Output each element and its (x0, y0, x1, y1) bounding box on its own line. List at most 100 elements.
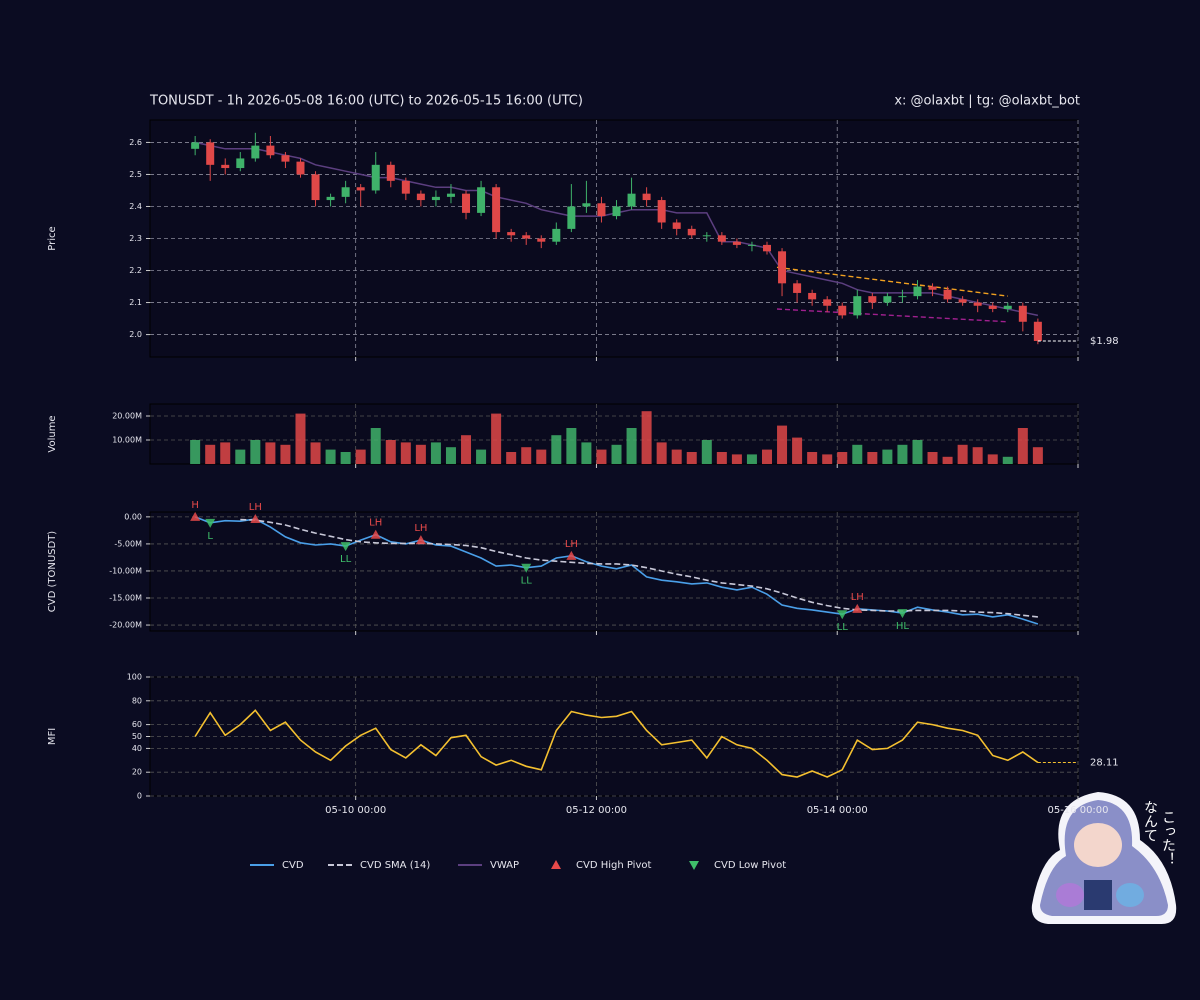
volume-bar (461, 435, 472, 464)
x-tick-label: 05-10 00:00 (325, 805, 386, 816)
volume-bar (972, 447, 983, 464)
y-tick-label: -5.00M (114, 539, 142, 548)
pivot-label: LL (837, 622, 849, 633)
volume-bar (852, 444, 863, 464)
sticker (1031, 792, 1177, 925)
candle-body (747, 244, 756, 246)
candle-body (462, 193, 471, 213)
candle-body (732, 241, 741, 245)
volume-bar (295, 413, 306, 464)
candle-body (597, 203, 606, 217)
y-tick-label: 2.2 (129, 266, 142, 275)
candle-body (371, 164, 380, 191)
volume-bar (641, 411, 652, 464)
volume-bar (220, 442, 231, 464)
y-tick-label: -15.00M (109, 594, 142, 603)
candle-body (552, 228, 561, 242)
sticker-face (1074, 823, 1122, 867)
volume-bar (1002, 456, 1013, 464)
volume-bar (611, 444, 622, 464)
legend-swatch (551, 860, 561, 869)
candle-body (206, 142, 215, 165)
series-line (194, 516, 1039, 625)
pivot-label: H (191, 500, 199, 511)
volume-bar (205, 444, 216, 464)
candle-body (928, 286, 937, 290)
trend-line (776, 308, 1008, 323)
pivot-marker (415, 535, 426, 545)
volume-bar (822, 454, 833, 464)
volume-bar (671, 449, 682, 464)
volume-bar (731, 454, 742, 464)
y-tick-label: 2.4 (129, 202, 142, 211)
pivot-marker (190, 511, 201, 521)
candle-body (642, 193, 651, 201)
candle-body (326, 196, 335, 201)
sticker-text: なんて (1142, 800, 1158, 842)
series-line (240, 518, 1038, 618)
plot-area (149, 511, 1079, 632)
candle-body (913, 286, 922, 297)
volume-bar (912, 440, 923, 464)
volume-bar (536, 449, 547, 464)
pivot-label: LH (565, 539, 578, 550)
volume-bar (265, 442, 276, 464)
legend-label: CVD (282, 860, 304, 871)
candle-body (492, 187, 501, 233)
candle-body (1003, 305, 1012, 309)
legend-label: CVD SMA (14) (360, 860, 430, 871)
chart-subtitle: x: @olaxbt | tg: @olaxbt_bot (894, 94, 1080, 109)
y-axis-label: Price (47, 226, 58, 250)
volume-bar (385, 440, 396, 464)
pivot-marker (837, 610, 848, 620)
volume-bar (807, 452, 818, 464)
last-price-label: $1.98 (1090, 336, 1119, 347)
volume-bar (476, 449, 487, 464)
y-tick-label: -20.00M (109, 621, 142, 630)
y-tick-label: 2.3 (129, 234, 142, 243)
y-tick-label: 80 (132, 696, 142, 705)
volume-bar (190, 440, 201, 464)
pivot-marker (521, 563, 532, 573)
volume-bar (280, 444, 291, 464)
candle-body (958, 299, 967, 303)
candle-body (687, 228, 696, 236)
sticker-text: こった！ (1160, 810, 1176, 866)
volume-bar (1032, 447, 1043, 464)
volume-bar (837, 452, 848, 464)
candle-body (612, 206, 621, 217)
candle-body (537, 238, 546, 242)
volume-bar (400, 442, 411, 464)
volume-bar (686, 452, 697, 464)
pivot-label: LL (521, 576, 533, 587)
y-tick-label: 10.00M (112, 436, 142, 445)
pivot-label: LL (340, 554, 352, 565)
candle-body (808, 292, 817, 300)
candle-body (762, 244, 771, 252)
candle-body (717, 235, 726, 242)
last-value-label: 28.11 (1090, 758, 1119, 769)
volume-bar (882, 449, 893, 464)
legend-label: VWAP (490, 860, 519, 871)
candle-body (266, 145, 275, 156)
volume-bar (415, 444, 426, 464)
candle-body (778, 251, 787, 284)
volume-bar (581, 442, 592, 464)
pivot-marker (897, 609, 908, 619)
candle-body (401, 180, 410, 194)
y-axis-label: CVD (TONUSDT) (47, 531, 58, 613)
volume-bar (235, 449, 246, 464)
chart-title: TONUSDT - 1h 2026-05-08 16:00 (UTC) to 2… (149, 94, 583, 109)
sticker-glow (1056, 883, 1084, 907)
volume-bar (897, 444, 908, 464)
y-tick-label: 60 (132, 720, 142, 729)
legend-label: CVD High Pivot (576, 860, 651, 871)
legend-swatch (689, 861, 699, 870)
sticker-shirt (1084, 880, 1112, 910)
y-tick-label: -10.00M (109, 566, 142, 575)
x-tick-label: 05-14 00:00 (807, 805, 868, 816)
volume-bar (746, 454, 757, 464)
volume-bar (987, 454, 998, 464)
y-tick-label: 2.1 (129, 298, 142, 307)
